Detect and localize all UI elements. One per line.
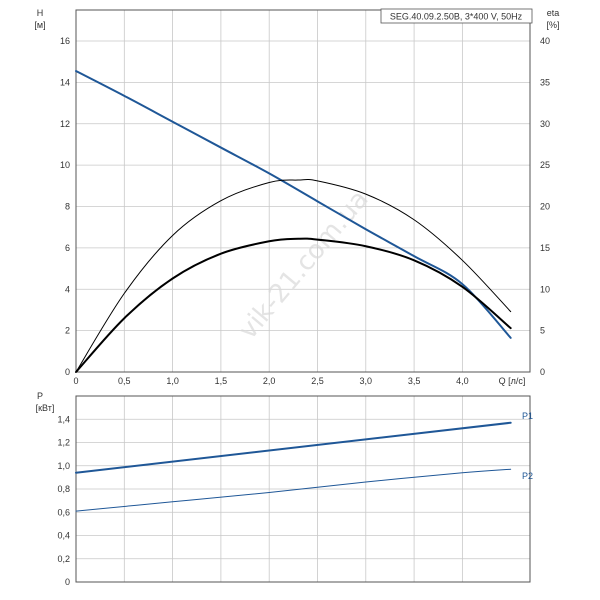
efficiency-tick-label: 20 xyxy=(540,202,550,212)
power-tick-label: 1,4 xyxy=(57,414,70,424)
power-tick-label: 0 xyxy=(65,577,70,587)
efficiency-axis-tick-labels: 0 5 10 15 20 25 30 35 40 xyxy=(540,36,550,377)
x-tick-label: 3,5 xyxy=(408,376,421,386)
efficiency-tick-label: 5 xyxy=(540,326,545,336)
head-tick-label: 16 xyxy=(60,36,70,46)
efficiency-axis-unit: [%] xyxy=(546,20,559,30)
head-tick-label: 4 xyxy=(65,284,70,294)
top-chart-series xyxy=(75,70,512,373)
bottom-chart-series xyxy=(75,421,512,512)
efficiency-curve-thick xyxy=(75,237,512,373)
power-p1-line xyxy=(75,421,512,474)
efficiency-axis-title: eta xyxy=(547,8,560,18)
head-tick-label: 6 xyxy=(65,243,70,253)
efficiency-tick-label: 35 xyxy=(540,77,550,87)
x-tick-label: 2,0 xyxy=(263,376,276,386)
x-tick-label: 2,5 xyxy=(311,376,324,386)
top-chart-grid xyxy=(76,10,530,372)
efficiency-tick-label: 40 xyxy=(540,36,550,46)
flow-axis-title: Q [л/с] xyxy=(499,376,526,386)
head-tick-label: 14 xyxy=(60,77,70,87)
x-tick-label: 3,0 xyxy=(360,376,373,386)
efficiency-curve-thin xyxy=(75,178,512,373)
head-curve xyxy=(75,70,512,339)
efficiency-tick-label: 10 xyxy=(540,284,550,294)
head-axis-tick-labels: 0 2 4 6 8 10 12 14 16 xyxy=(60,36,70,377)
x-axis-tick-labels: 0 0,5 1,0 1,5 2,0 2,5 3,0 3,5 4,0 xyxy=(73,376,468,386)
chart-title-box xyxy=(380,8,533,24)
head-tick-label: 12 xyxy=(60,119,70,129)
series-label-p1: P1 xyxy=(522,411,533,421)
head-axis-title: H xyxy=(37,8,44,18)
head-tick-label: 2 xyxy=(65,326,70,336)
bottom-chart-grid xyxy=(76,396,530,582)
power-p2-line xyxy=(75,468,512,512)
power-axis-tick-labels: 0 0,2 0,4 0,6 0,8 1,0 1,2 1,4 xyxy=(57,414,70,587)
efficiency-tick-label: 25 xyxy=(540,160,550,170)
x-tick-label: 4,0 xyxy=(456,376,469,386)
watermark: vik-21.com.ua xyxy=(233,185,375,346)
power-axis-title: P xyxy=(37,391,43,401)
chart-title: SEG.40.09.2.50B, 3*400 V, 50Hz xyxy=(390,12,523,22)
power-tick-label: 0,4 xyxy=(57,531,70,541)
efficiency-tick-label: 0 xyxy=(540,367,545,377)
power-tick-label: 0,6 xyxy=(57,507,70,517)
power-tick-label: 1,2 xyxy=(57,438,70,448)
power-axis-unit: [кВт] xyxy=(36,403,55,413)
series-label-p2: P2 xyxy=(522,471,533,481)
head-tick-label: 8 xyxy=(65,202,70,212)
top-chart-plot-area xyxy=(75,9,531,373)
power-tick-label: 0,8 xyxy=(57,484,70,494)
bottom-chart-plot-area xyxy=(75,395,531,583)
efficiency-tick-label: 15 xyxy=(540,243,550,253)
head-tick-label: 10 xyxy=(60,160,70,170)
power-tick-label: 1,0 xyxy=(57,461,70,471)
head-axis-unit: [м] xyxy=(34,20,45,30)
efficiency-tick-label: 30 xyxy=(540,119,550,129)
x-tick-label: 1,5 xyxy=(215,376,228,386)
x-tick-label: 1,0 xyxy=(166,376,179,386)
head-tick-label: 0 xyxy=(65,367,70,377)
x-tick-label: 0,5 xyxy=(118,376,131,386)
x-tick-label: 0 xyxy=(73,376,78,386)
power-tick-label: 0,2 xyxy=(57,554,70,564)
